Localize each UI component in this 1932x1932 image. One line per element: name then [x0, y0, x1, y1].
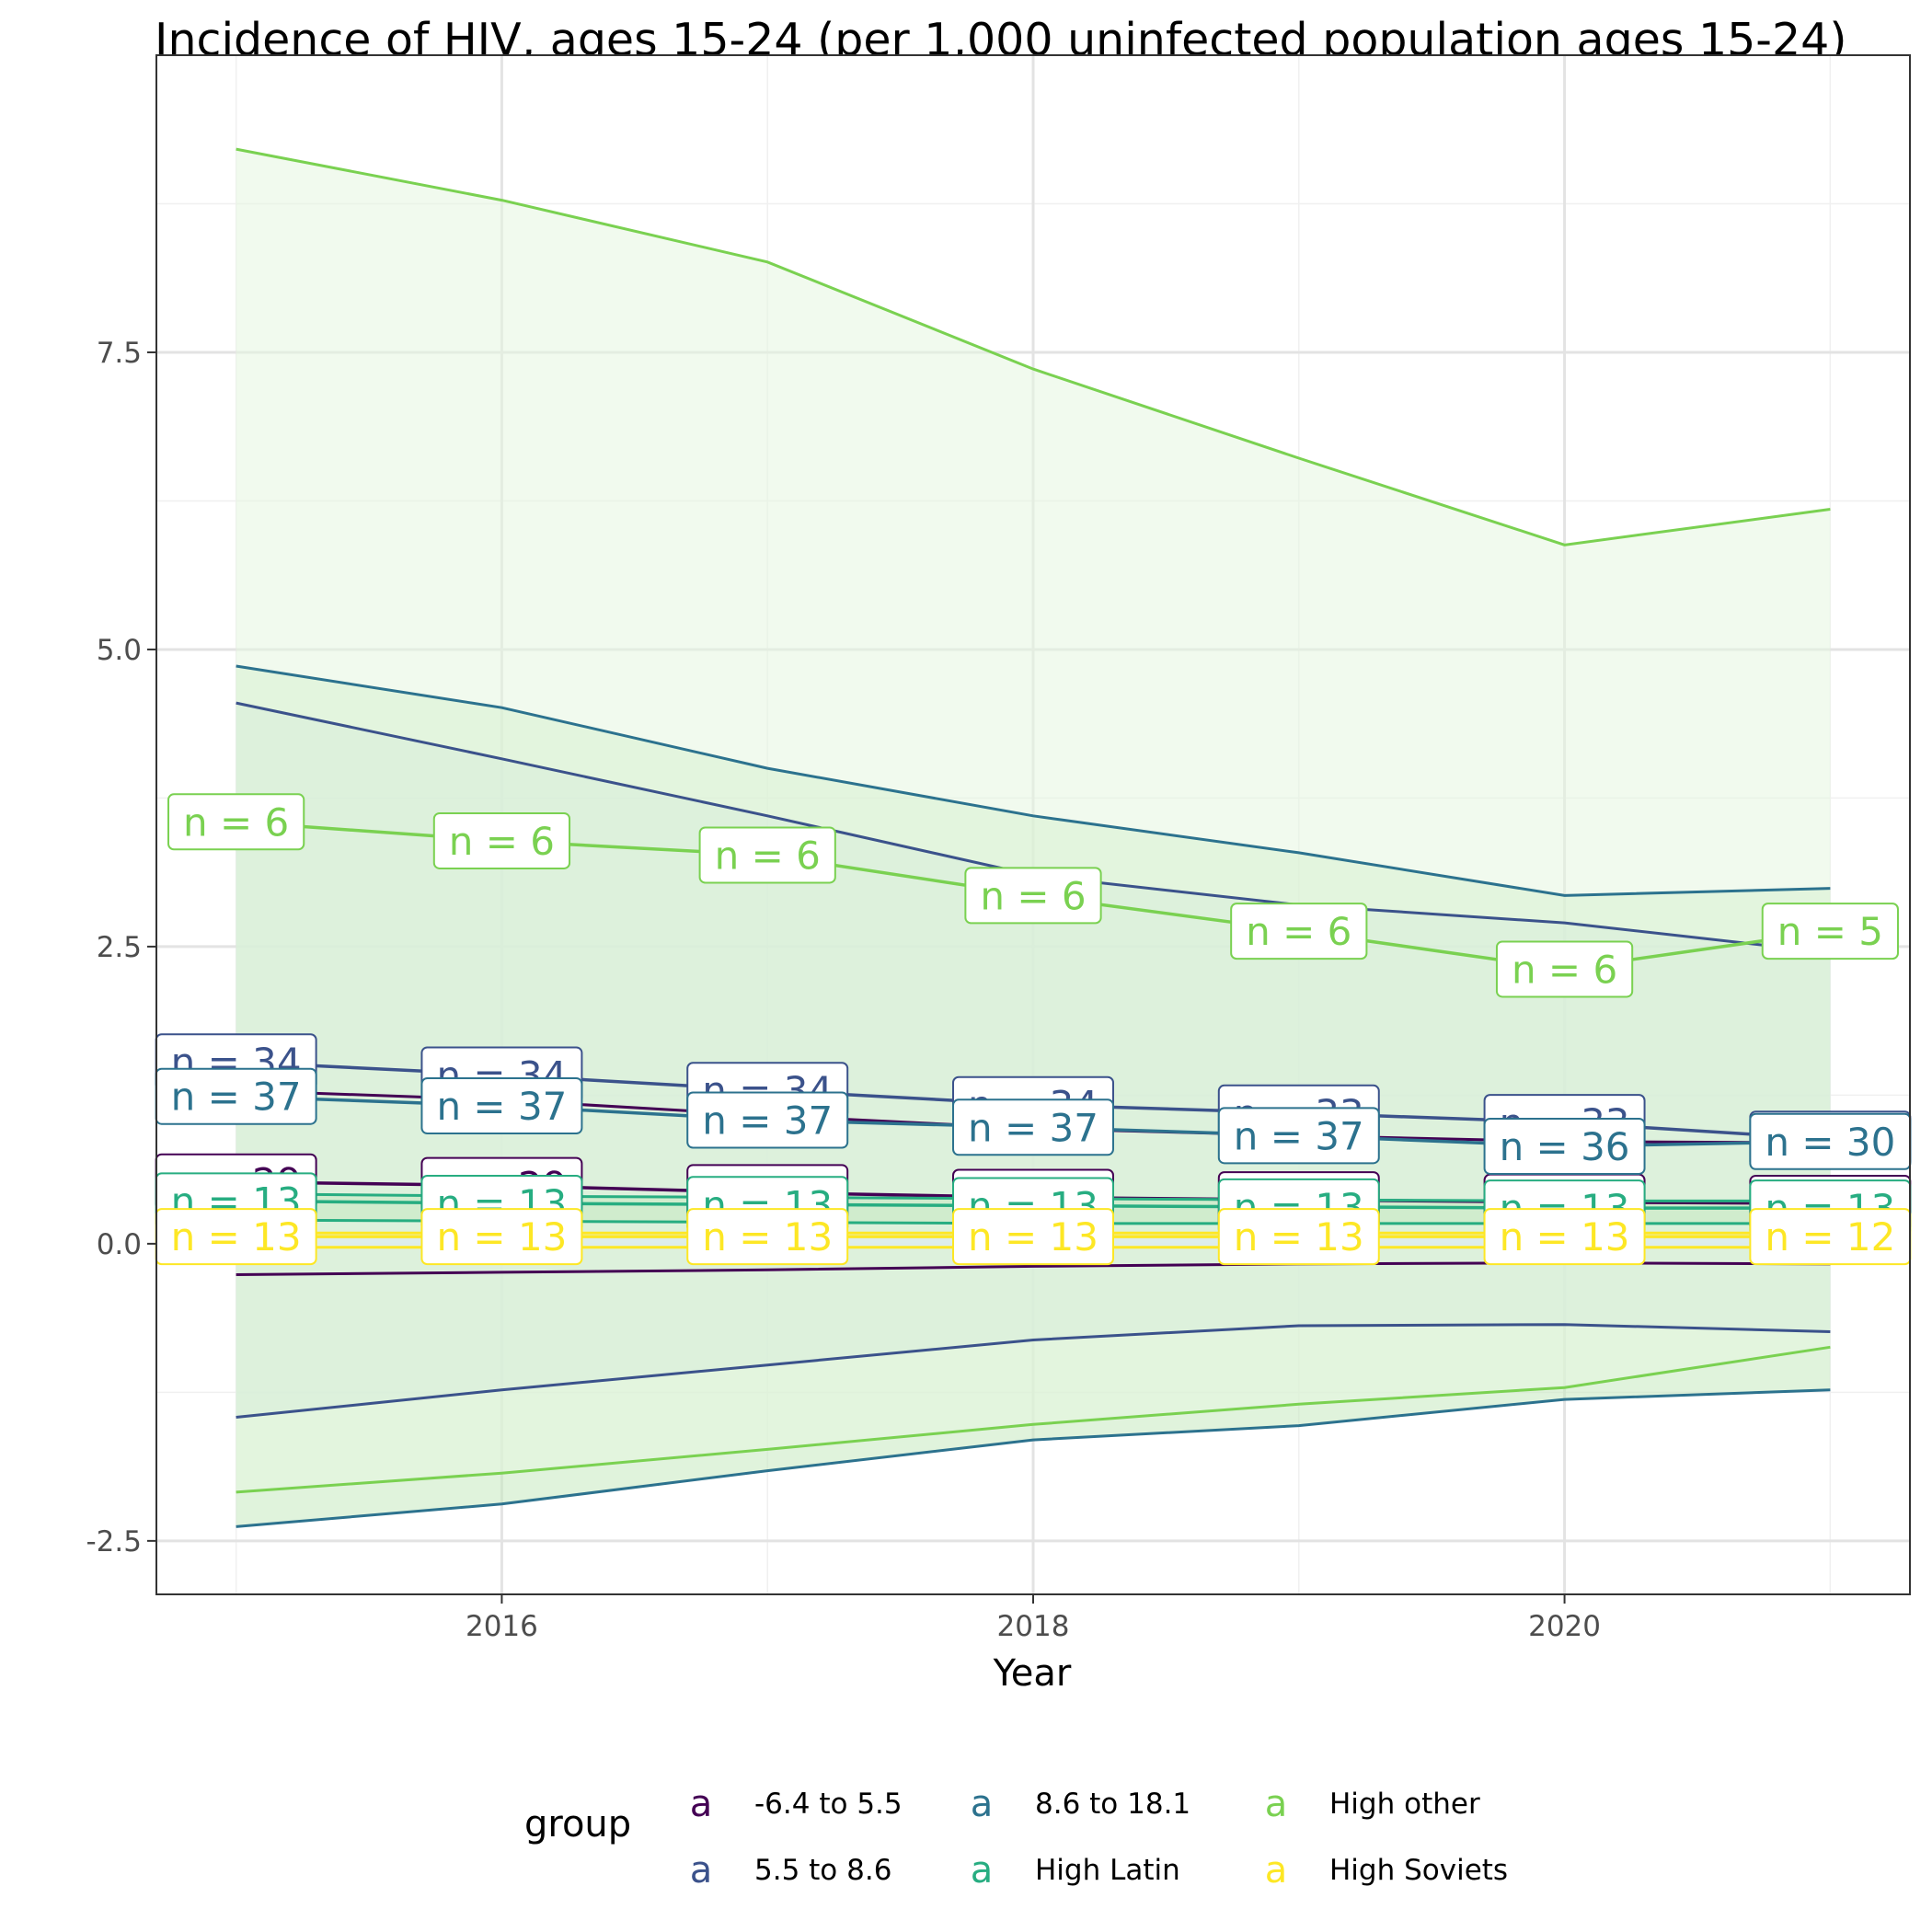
legend-item: a 5.5 to 8.6 [690, 1849, 892, 1892]
x-axis-title: Year [993, 1652, 1072, 1695]
legend-key: a [971, 1783, 994, 1825]
count-label-box [1217, 1208, 1380, 1266]
legend-key: a [1265, 1849, 1288, 1892]
count-label-text: n = 6 [183, 799, 289, 845]
count-label-box [1217, 1107, 1380, 1165]
count-label-text: n = 13 [702, 1214, 833, 1259]
ribbons [236, 149, 1831, 1527]
count-label-box [686, 1091, 849, 1149]
legend-item: a High other [1265, 1783, 1480, 1825]
x-tick-label: 2016 [466, 1610, 538, 1643]
count-label-box [686, 1208, 849, 1266]
line-upper-8-6-to-18-1 [236, 664, 1831, 897]
legend-key: a [1265, 1783, 1288, 1825]
count-label-text: n = 37 [968, 1105, 1098, 1150]
legend-label: High Soviets [1329, 1854, 1508, 1887]
count-label-box [698, 826, 836, 884]
count-label-text: n = 6 [449, 819, 555, 864]
count-label: n = 37 [686, 1091, 849, 1149]
count-label-box [1230, 903, 1368, 960]
count-label: n = 13 [952, 1208, 1114, 1266]
legend-key: a [690, 1783, 713, 1825]
legend-label: High other [1329, 1788, 1480, 1821]
count-label-box [1483, 1117, 1646, 1175]
count-label-text: n = 6 [1512, 947, 1617, 992]
count-label-text: n = 13 [1234, 1214, 1364, 1259]
count-label-box [1495, 940, 1634, 998]
count-label: n = 12 [1749, 1208, 1912, 1266]
x-tick-label: 2018 [997, 1610, 1070, 1643]
count-label-text: n = 6 [980, 873, 1086, 918]
count-label: n = 36 [1483, 1117, 1646, 1175]
count-label-text: n = 30 [1765, 1120, 1895, 1165]
line-lower-8-6-to-18-1 [236, 1388, 1831, 1528]
count-label-box [420, 1077, 583, 1135]
count-label-box [952, 1098, 1114, 1156]
count-label: n = 13 [155, 1208, 317, 1266]
line-lower-5-5-to-8-6 [236, 1323, 1831, 1419]
count-label-box [420, 1208, 583, 1266]
legend-key: a [690, 1849, 713, 1892]
y-tick-label: 0.0 [97, 1228, 142, 1261]
legend-label: 5.5 to 8.6 [754, 1854, 891, 1887]
count-label-text: n = 13 [436, 1214, 567, 1259]
count-label-text: n = 37 [1234, 1113, 1364, 1158]
count-label-text: n = 6 [1246, 909, 1351, 954]
legend-item: a High Soviets [1265, 1849, 1508, 1892]
count-label: n = 5 [1761, 903, 1899, 960]
legend-title: group [524, 1803, 631, 1846]
count-label-text: n = 37 [436, 1084, 567, 1129]
count-label-text: n = 13 [968, 1214, 1098, 1259]
count-label-text: n = 37 [171, 1075, 302, 1120]
count-label: n = 30 [1749, 1112, 1912, 1170]
legend-item: a -6.4 to 5.5 [690, 1783, 903, 1825]
count-label-text: n = 13 [171, 1214, 302, 1259]
count-label: n = 13 [420, 1208, 583, 1266]
count-label: n = 37 [420, 1077, 583, 1135]
y-tick-label: 2.5 [97, 931, 142, 964]
line-upper-high-other [236, 147, 1831, 546]
y-tick-label: 7.5 [97, 337, 142, 370]
legend-key: a [971, 1849, 994, 1892]
count-label-box [964, 867, 1102, 925]
count-label-box [1761, 903, 1899, 960]
y-tick-label: 5.0 [97, 634, 142, 667]
count-label-text: n = 37 [702, 1098, 833, 1144]
line-lower-high-other [236, 1345, 1831, 1494]
count-label: n = 37 [155, 1067, 317, 1125]
count-label: n = 6 [1230, 903, 1368, 960]
legend-item: a High Latin [971, 1849, 1180, 1892]
axes: -2.5 0.0 2.5 5.0 7.5 2016 2018 2020 [86, 54, 1911, 1643]
y-tick-label: -2.5 [86, 1525, 143, 1558]
count-label: n = 6 [432, 811, 571, 869]
legend-label: High Latin [1035, 1854, 1180, 1887]
ribbon-high-other [236, 149, 1831, 1492]
count-label-text: n = 36 [1500, 1124, 1630, 1169]
count-label-box [167, 793, 305, 851]
count-label: n = 13 [1483, 1208, 1646, 1266]
count-label-box [952, 1208, 1114, 1266]
legend-label: -6.4 to 5.5 [754, 1788, 903, 1821]
count-label: n = 6 [1495, 940, 1634, 998]
count-label: n = 37 [952, 1098, 1114, 1156]
count-label: n = 6 [964, 867, 1102, 925]
count-label: n = 6 [698, 826, 836, 884]
legend-item: a 8.6 to 18.1 [971, 1783, 1190, 1825]
count-label-text: n = 12 [1765, 1214, 1895, 1259]
count-label: n = 37 [1217, 1107, 1380, 1165]
count-label: n = 6 [167, 793, 305, 851]
legend-label: 8.6 to 18.1 [1035, 1788, 1190, 1821]
count-label-text: n = 6 [715, 833, 821, 878]
legend: group a -6.4 to 5.5 a 5.5 to 8.6 a 8.6 to 18.1… [524, 1783, 1508, 1892]
count-label: n = 13 [686, 1208, 849, 1266]
count-label: n = 13 [1217, 1208, 1380, 1266]
x-tick-label: 2020 [1528, 1610, 1601, 1643]
count-label-box [432, 811, 571, 869]
count-label-text: n = 5 [1777, 909, 1883, 954]
count-label-text: n = 13 [1500, 1214, 1630, 1259]
count-label-box [1483, 1208, 1646, 1266]
